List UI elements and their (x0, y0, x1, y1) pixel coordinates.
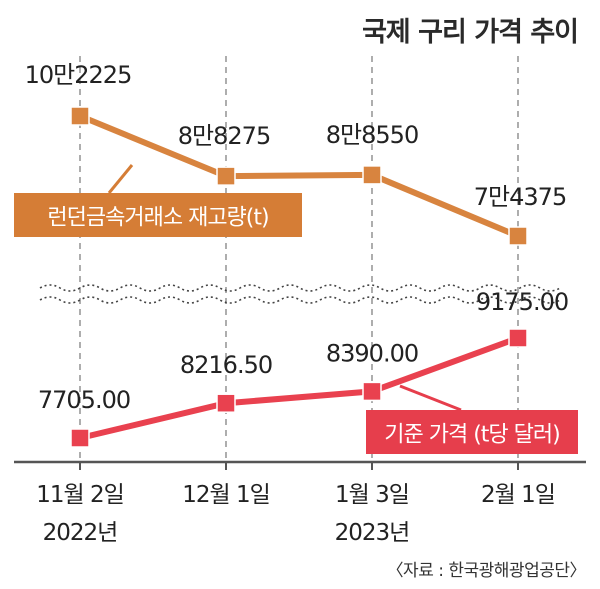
x-tick-year-label: 2022년 (43, 520, 118, 546)
series-labels: 런던금속거래소 재고량(t) 기준 가격 (t당 달러) (14, 164, 578, 454)
price-series-label-text: 기준 가격 (t당 달러) (384, 423, 559, 448)
price-series: 7705.00 8216.50 8390.00 9175.00 (38, 288, 569, 448)
data-point (508, 226, 528, 246)
data-point (216, 166, 236, 186)
data-label: 8만8550 (326, 121, 418, 149)
inventory-series-label-box (14, 193, 302, 237)
data-label: 8만8275 (178, 122, 270, 150)
chart-title: 국제 구리 가격 추이 (362, 17, 579, 48)
data-point (508, 328, 528, 348)
series-line (79, 335, 520, 441)
data-label: 8216.50 (180, 351, 272, 379)
grid-lines (79, 56, 519, 462)
x-tick-label: 2월 1일 (481, 482, 555, 508)
data-point (70, 428, 90, 448)
x-tick-label: 1월 3일 (335, 482, 409, 508)
inventory-series: 10만2225 8만8275 8만8550 7만4375 (25, 61, 567, 246)
data-point (362, 381, 382, 402)
data-label: 9175.00 (476, 288, 568, 316)
axis-break-wave (39, 296, 561, 304)
inventory-series-label-text: 런던금속거래소 재고량(t) (47, 206, 268, 231)
data-point (362, 165, 382, 185)
data-point (216, 393, 236, 413)
label-pointer (107, 164, 134, 194)
source-note: 〈자료 : 한국광해광업공단〉 (386, 561, 587, 581)
data-label: 7만4375 (474, 183, 566, 211)
x-tick-year-label: 2023년 (335, 520, 410, 546)
x-tick-label: 12월 1일 (182, 482, 270, 508)
data-label: 7705.00 (38, 386, 130, 414)
data-point (70, 106, 90, 126)
axis-break-mark (39, 284, 561, 304)
x-axis: 11월 2일 2022년 12월 1일 1월 3일 2023년 2월 1일 (14, 460, 586, 546)
axis-break-wave (39, 284, 561, 292)
data-label: 10만2225 (25, 61, 132, 89)
data-label: 8390.00 (326, 339, 418, 367)
price-series-label-box (366, 410, 578, 454)
series-line (78, 113, 520, 239)
x-tick-label: 11월 2일 (36, 482, 124, 508)
label-pointer (399, 384, 462, 412)
